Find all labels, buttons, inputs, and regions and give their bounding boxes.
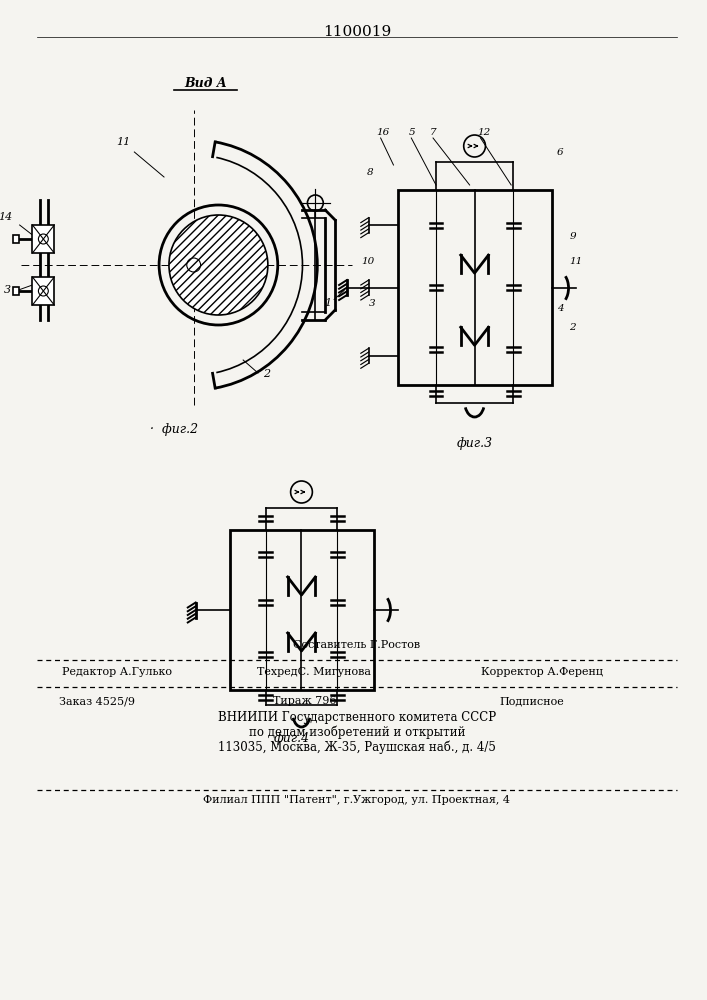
Text: 14: 14 (0, 212, 12, 222)
Text: 1100019: 1100019 (323, 25, 391, 39)
Text: фиг.3: фиг.3 (457, 437, 493, 450)
Text: 12: 12 (477, 128, 491, 137)
Bar (13, 235, 18, 243)
Text: ·  фиг.2: · фиг.2 (150, 423, 198, 436)
Bar (33, 277, 54, 305)
Text: фиг.4: фиг.4 (274, 732, 310, 745)
Text: 11: 11 (117, 137, 131, 147)
Text: 9: 9 (570, 232, 576, 241)
Text: Редактор А.Гулько: Редактор А.Гулько (62, 667, 172, 677)
Text: 4: 4 (556, 304, 563, 313)
Text: ТехредС. Мигунова: ТехредС. Мигунова (257, 667, 371, 677)
Text: 2: 2 (263, 369, 270, 379)
Text: Филиал ППП "Патент", г.Ужгород, ул. Проектная, 4: Филиал ППП "Патент", г.Ужгород, ул. Прое… (204, 795, 510, 805)
Text: Корректор А.Ференц: Корректор А.Ференц (481, 667, 603, 677)
Text: 8: 8 (367, 168, 373, 177)
Text: по делам изобретений и открытий: по делам изобретений и открытий (249, 725, 465, 739)
Text: Подписное: Подписное (500, 696, 564, 706)
Text: 3: 3 (369, 298, 375, 308)
Text: 113035, Москва, Ж-35, Раушская наб., д. 4/5: 113035, Москва, Ж-35, Раушская наб., д. … (218, 740, 496, 754)
Text: Тираж 796: Тираж 796 (273, 696, 337, 706)
Text: Вид A: Вид A (185, 77, 227, 90)
Bar (230, 530, 374, 690)
Bar (33, 225, 54, 253)
Text: 3: 3 (4, 285, 11, 295)
Text: Заказ 4525/9: Заказ 4525/9 (59, 696, 135, 706)
Text: ВНИИПИ Государственного комитета СССР: ВНИИПИ Государственного комитета СССР (218, 710, 496, 724)
Circle shape (169, 215, 268, 315)
Bar (399, 190, 551, 385)
Text: 1: 1 (325, 298, 332, 308)
Text: 2: 2 (570, 323, 576, 332)
Text: 7: 7 (430, 128, 437, 137)
Text: 16: 16 (377, 128, 390, 137)
Text: 5: 5 (409, 128, 415, 137)
Bar (13, 287, 18, 295)
Text: Составитель Г.Ростов: Составитель Г.Ростов (293, 640, 421, 650)
Text: 6: 6 (556, 148, 563, 157)
Text: 11: 11 (570, 257, 583, 266)
Text: 10: 10 (361, 257, 374, 266)
